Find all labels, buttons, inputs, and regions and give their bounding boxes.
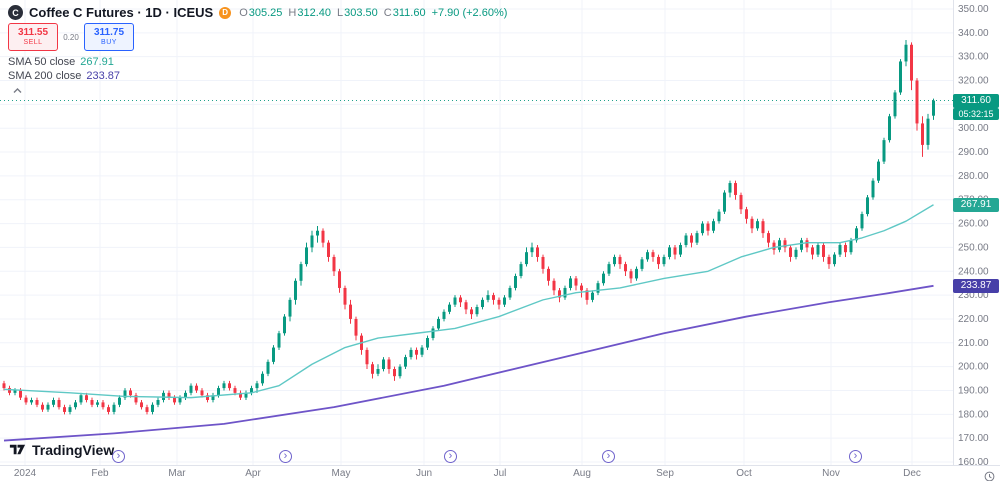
timeline-event-marker-icon[interactable]: ›	[849, 450, 862, 463]
symbol-title[interactable]: Coffee C Futures · 1D · ICEUS	[29, 5, 214, 20]
open-value: 305.25	[248, 6, 283, 19]
time-axis-label: Feb	[91, 468, 109, 479]
time-axis-label: Jun	[416, 468, 432, 479]
countdown-badge: 05:32:15	[953, 108, 999, 121]
price-axis-label: 330.00	[958, 52, 989, 63]
sell-button[interactable]: 311.55 SELL	[8, 23, 58, 51]
price-axis-label: 220.00	[958, 314, 989, 325]
timeline-event-marker-icon[interactable]: ›	[444, 450, 457, 463]
sma50-line	[3, 204, 934, 399]
time-axis[interactable]	[0, 465, 1000, 481]
time-axis-label: Sep	[656, 468, 674, 479]
price-axis-label: 280.00	[958, 171, 989, 182]
sell-label: SELL	[23, 38, 43, 46]
indicator-sma200[interactable]: SMA 200 close 233.87	[8, 70, 513, 82]
tradingview-logo-icon	[9, 444, 26, 455]
price-axis-label: 300.00	[958, 123, 989, 134]
price-axis-label: 160.00	[958, 457, 989, 468]
price-axis-label: 260.00	[958, 219, 989, 230]
price-axis-label: 290.00	[958, 147, 989, 158]
sma50-badge: 267.91	[953, 197, 999, 212]
indicator-sma50[interactable]: SMA 50 close 267.91	[8, 56, 513, 68]
candlestick-series	[2, 39, 935, 415]
spread-value: 0.20	[63, 32, 79, 42]
ohlc-values: O 305.25 H 312.40 L 303.50 C 311.60 +7.90 (+…	[239, 7, 513, 19]
timeline-event-marker-icon[interactable]: ›	[112, 450, 125, 463]
last-price-badge: 311.60	[953, 93, 999, 108]
clock-glyph-icon	[984, 471, 995, 481]
buy-label: BUY	[101, 38, 117, 46]
time-axis-label: Mar	[168, 468, 186, 479]
low-label: L	[337, 6, 344, 19]
price-axis-label: 250.00	[958, 242, 989, 253]
time-axis-labels: 2024 Feb Mar Apr May Jun Jul Aug Sep Oct Nov Dec	[14, 468, 921, 479]
symbol-icon: C	[8, 5, 23, 20]
sma50-value: 267.91	[80, 56, 114, 68]
gridlines	[0, 0, 953, 465]
legend-panel: C Coffee C Futures · 1D · ICEUS D O 305.2…	[8, 5, 513, 98]
price-axis-label: 340.00	[958, 28, 989, 39]
time-axis-label: Jul	[494, 468, 507, 479]
chevron-up-icon	[13, 88, 21, 93]
price-axis-label: 320.00	[958, 76, 989, 87]
sma200-badge: 233.87	[953, 278, 999, 293]
tradingview-watermark[interactable]: TradingView	[8, 440, 114, 459]
time-axis-label: 2024	[14, 468, 37, 479]
price-axis[interactable]: 311.60 05:32:15 267.91 233.87	[953, 0, 1000, 465]
delayed-data-icon[interactable]: D	[219, 6, 232, 19]
tradingview-brand-text: TradingView	[32, 441, 115, 458]
high-value: 312.40	[297, 6, 332, 19]
buy-price: 311.75	[93, 27, 125, 39]
time-axis-label: Apr	[245, 468, 261, 479]
timeline-event-marker-icon[interactable]: ›	[602, 450, 615, 463]
sma200-line	[3, 284, 934, 442]
time-axis-label: May	[332, 468, 351, 479]
buy-button[interactable]: 311.75 BUY	[84, 23, 134, 51]
trade-panel: 311.55 SELL 0.20 311.75 BUY	[8, 23, 513, 51]
sell-price: 311.55	[17, 27, 49, 39]
low-value: 303.50	[344, 6, 378, 19]
sma200-name: SMA 200 close	[8, 70, 82, 82]
price-axis-label: 180.00	[958, 409, 989, 420]
timeline-event-marker-icon[interactable]: ›	[279, 450, 292, 463]
time-axis-label: Aug	[573, 468, 591, 479]
sma200-value: 233.87	[86, 70, 121, 82]
price-axis-label: 230.00	[958, 290, 989, 301]
price-axis-label: 190.00	[958, 385, 989, 396]
price-axis-label: 170.00	[958, 433, 989, 444]
price-axis-label: 350.00	[958, 4, 989, 15]
close-value: 311.60	[392, 6, 426, 19]
close-label: C	[383, 6, 392, 19]
price-axis-label: 210.00	[958, 338, 989, 349]
price-axis-label: 240.00	[958, 266, 989, 277]
price-axis-label: 200.00	[958, 362, 989, 373]
time-axis-label: Dec	[903, 468, 921, 479]
time-axis-label: Nov	[822, 468, 840, 479]
change-value: +7.90 (+2.60%)	[431, 6, 508, 19]
sma50-name: SMA 50 close	[8, 56, 76, 68]
high-label: H	[288, 6, 297, 19]
legend-collapse-button[interactable]	[8, 84, 26, 98]
open-label: O	[239, 6, 248, 19]
time-axis-label: Oct	[736, 468, 752, 479]
symbol-row: C Coffee C Futures · 1D · ICEUS D O 305.2…	[8, 5, 513, 20]
clock-icon[interactable]	[984, 469, 995, 481]
